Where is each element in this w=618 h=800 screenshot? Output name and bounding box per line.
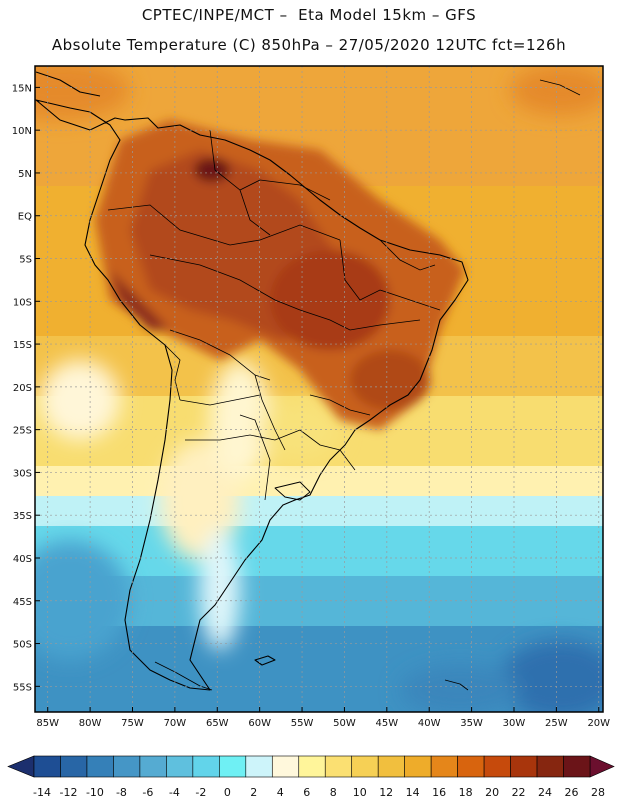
legend-swatch <box>271 755 300 778</box>
legend-tick-labels: -14 -12 -10 -8 -6 -4 -2 0 2 4 6 8 10 12 14 16 18 20 22 24 26… <box>33 786 605 799</box>
lon-label: 50W <box>333 718 356 729</box>
temperature-field <box>35 66 603 712</box>
lat-label: 55S <box>13 682 32 693</box>
lon-label: 60W <box>248 718 271 729</box>
lon-label: 75W <box>121 718 144 729</box>
legend-tick-label: 20 <box>485 786 499 799</box>
political-borders <box>107 129 441 501</box>
legend-swatch <box>536 755 564 778</box>
legend-swatch <box>430 755 458 778</box>
legend-tick-label: -14 <box>33 786 51 799</box>
legend-swatch <box>483 755 511 778</box>
chart-subtitle: Absolute Temperature (C) 850hPa – 27/05/… <box>51 36 567 54</box>
legend-tick-label: 18 <box>459 786 473 799</box>
lat-label: 20S <box>13 383 32 394</box>
lat-label: 15S <box>13 340 32 351</box>
legend-swatch <box>245 755 273 778</box>
legend-tick-label: 28 <box>591 786 605 799</box>
coastline <box>35 71 581 691</box>
lat-label: 5S <box>19 255 32 266</box>
legend-tick-label: -2 <box>195 786 206 799</box>
legend-swatch <box>324 755 353 778</box>
lat-label: 15N <box>12 83 32 94</box>
legend-tick-label: 14 <box>406 786 420 799</box>
legend-swatch <box>404 755 432 778</box>
legend-swatch <box>457 755 485 778</box>
lon-label: 45W <box>376 718 399 729</box>
legend-tick-label: 10 <box>353 786 367 799</box>
lon-label: 25W <box>545 718 568 729</box>
lat-label: 50S <box>13 640 32 651</box>
legend-swatch <box>166 755 194 778</box>
map-frame <box>34 65 604 713</box>
legend-tick-label: -10 <box>86 786 104 799</box>
lon-label: 30W <box>503 718 526 729</box>
lat-label: 35S <box>13 511 32 522</box>
legend-low-arrow <box>7 755 35 778</box>
legend-swatch <box>139 755 167 778</box>
legend-swatch <box>298 755 326 778</box>
lon-label: 20W <box>587 718 610 729</box>
legend-tick-label: -6 <box>142 786 153 799</box>
legend-tick-label: 24 <box>538 786 552 799</box>
lat-label: EQ <box>18 212 32 223</box>
lat-label: 30S <box>13 468 32 479</box>
legend-swatch <box>33 755 61 778</box>
lat-label: 45S <box>13 597 32 608</box>
longitude-labels: 85W 80W 75W 70W 65W 60W 55W 50W 45W 40W 35W 30W 25W 2… <box>36 707 610 729</box>
legend-swatch <box>219 755 247 778</box>
lat-label: 40S <box>13 554 32 565</box>
lat-label: 10S <box>13 297 32 308</box>
legend-tick-label: -8 <box>116 786 127 799</box>
legend-tick-label: 16 <box>432 786 446 799</box>
lon-label: 85W <box>36 718 59 729</box>
lon-label: 80W <box>79 718 102 729</box>
legend-tick-label: -12 <box>59 786 77 799</box>
legend-tick-label: 2 <box>250 786 257 799</box>
color-legend <box>7 755 615 778</box>
legend-tick-label: 26 <box>565 786 579 799</box>
legend-tick-label: 0 <box>224 786 231 799</box>
legend-tick-label: 8 <box>330 786 337 799</box>
legend-tick-label: 4 <box>277 786 284 799</box>
legend-tick-label: 6 <box>303 786 310 799</box>
legend-swatch <box>192 755 220 778</box>
lon-label: 70W <box>164 718 187 729</box>
chart-title: CPTEC/INPE/MCT – Eta Model 15km – GFS <box>141 6 477 24</box>
lon-label: 65W <box>206 718 229 729</box>
lon-label: 35W <box>460 718 483 729</box>
legend-swatch <box>113 755 141 778</box>
legend-high-arrow <box>589 755 615 778</box>
lat-label: 10N <box>12 126 32 137</box>
lon-label: 40W <box>418 718 441 729</box>
legend-tick-label: 22 <box>512 786 526 799</box>
legend-swatch <box>86 755 114 778</box>
latitude-labels: 15N 10N 5N EQ 5S 10S 15S 20S 25S 30S 35S 40S 45S 50S 5… <box>12 83 40 693</box>
legend-swatch <box>377 755 405 778</box>
legend-swatch <box>60 755 88 778</box>
legend-swatch <box>351 755 379 778</box>
lat-label: 5N <box>18 169 32 180</box>
legend-swatch <box>510 755 538 778</box>
legend-tick-label: 12 <box>379 786 393 799</box>
legend-swatch <box>563 755 591 778</box>
lon-label: 55W <box>291 718 314 729</box>
lat-label: 25S <box>13 426 32 437</box>
legend-tick-label: -4 <box>169 786 180 799</box>
